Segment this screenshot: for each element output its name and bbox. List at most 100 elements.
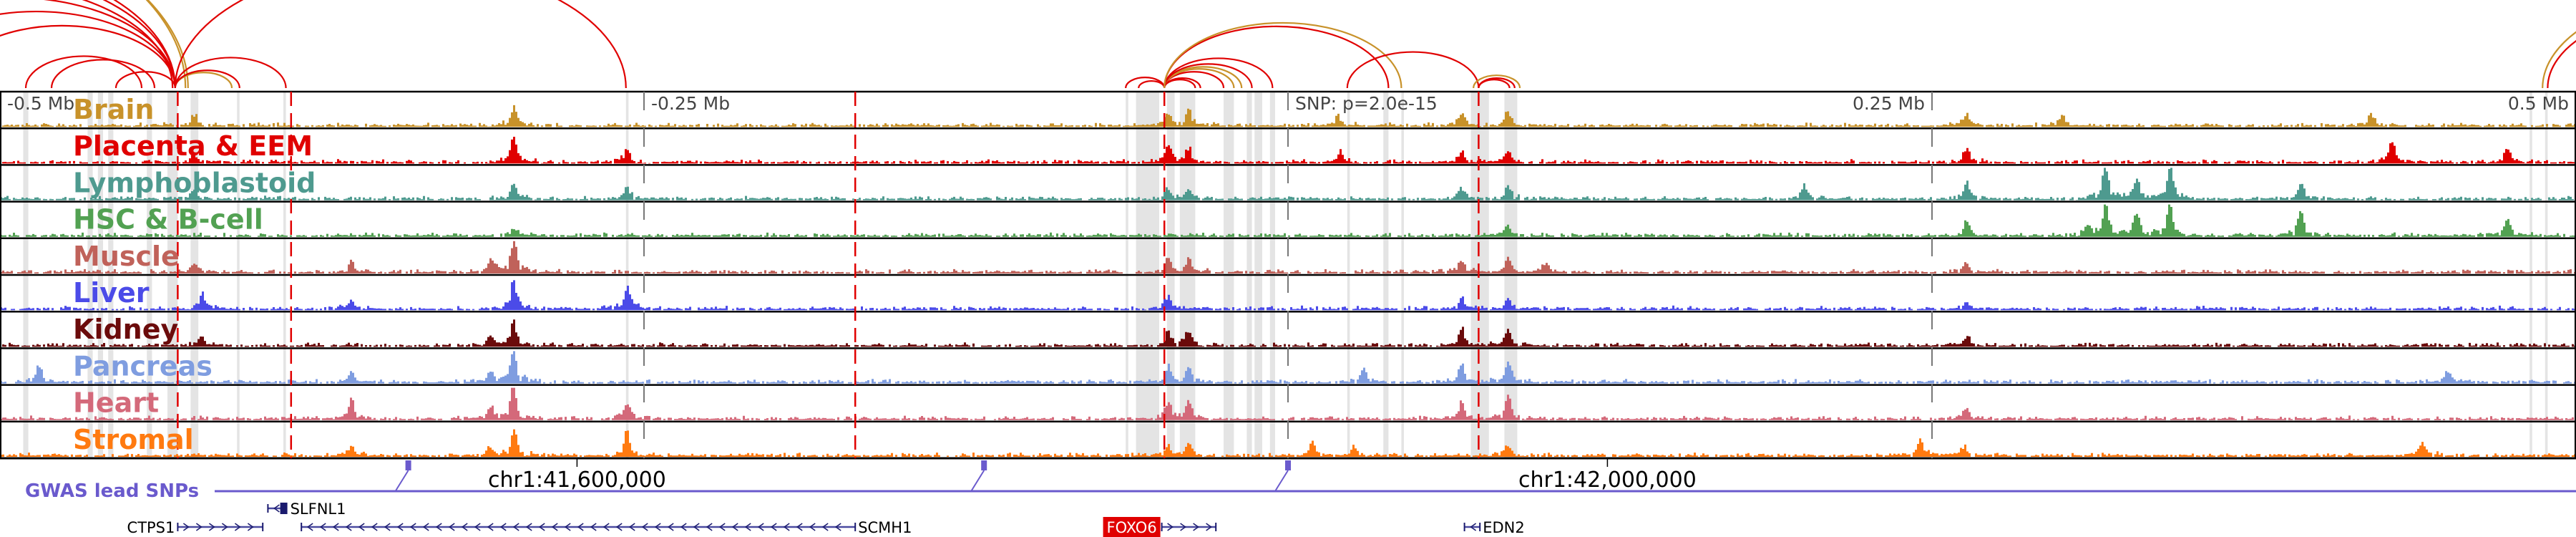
coordinate-axis: chr1:41,600,000 chr1:42,000,000 bbox=[488, 458, 1697, 493]
interaction-arc bbox=[24, 55, 143, 89]
signal-placenta-eem bbox=[2, 137, 2576, 164]
signal-muscle bbox=[0, 241, 2576, 274]
interaction-arc bbox=[50, 59, 156, 89]
strand-chevron-icon bbox=[234, 523, 241, 531]
scale-label: SNP: p=2.0e-15 bbox=[1295, 93, 1438, 114]
strand-chevron-icon bbox=[706, 523, 713, 531]
track-label: Liver bbox=[73, 277, 150, 309]
strand-chevron-icon bbox=[577, 523, 584, 531]
red-marker-lines bbox=[177, 92, 1480, 458]
track-label: Muscle bbox=[73, 241, 180, 272]
gene-label: FOXO6 bbox=[1106, 519, 1156, 536]
strand-chevron-icon bbox=[731, 523, 738, 531]
strand-chevron-icon bbox=[796, 523, 803, 531]
strand-chevron-icon bbox=[693, 523, 700, 531]
track-label: Pancreas bbox=[73, 350, 213, 382]
gwas-track-label: GWAS lead SNPs bbox=[25, 480, 199, 502]
coordinate-label: chr1:41,600,000 bbox=[488, 468, 666, 493]
signal-lymphoblastoid bbox=[0, 168, 2574, 200]
strand-chevron-icon bbox=[809, 523, 816, 531]
chromatin-interaction-arcs bbox=[0, 0, 2576, 89]
signal-stromal bbox=[0, 429, 2576, 457]
strand-chevron-icon bbox=[1180, 523, 1186, 531]
interaction-arc bbox=[174, 69, 240, 89]
signal-hsc-b-cell bbox=[0, 204, 2576, 237]
strand-chevron-icon bbox=[474, 523, 481, 531]
interaction-arc bbox=[0, 24, 176, 89]
strand-chevron-icon bbox=[538, 523, 545, 531]
gene-label: CTPS1 bbox=[127, 519, 175, 536]
scale-labels: -0.5 Mb -0.25 Mb SNP: p=2.0e-15 0.25 Mb 0.5 … bbox=[7, 93, 2569, 114]
interaction-arc bbox=[1163, 21, 1402, 89]
strand-chevron-icon bbox=[371, 523, 378, 531]
strand-chevron-icon bbox=[628, 523, 635, 531]
gene-foxo6: FOXO6 bbox=[1103, 517, 1217, 537]
gene-exon bbox=[280, 503, 288, 514]
track-label: Stromal bbox=[73, 424, 194, 455]
track-label: HSC & B-cell bbox=[73, 204, 263, 236]
interaction-arc bbox=[113, 0, 176, 89]
strand-chevron-icon bbox=[602, 523, 610, 531]
interaction-arc bbox=[1473, 74, 1521, 89]
strand-chevron-icon bbox=[448, 523, 455, 531]
strand-chevron-icon bbox=[306, 523, 313, 531]
track-label: Heart bbox=[73, 387, 159, 419]
track-label: Placenta & EEM bbox=[73, 130, 313, 162]
gwas-snp-connector bbox=[1274, 470, 1289, 492]
strand-chevron-icon bbox=[461, 523, 468, 531]
interaction-arc bbox=[114, 71, 176, 89]
strand-chevron-icon bbox=[396, 523, 404, 531]
interaction-arc bbox=[1163, 63, 1253, 89]
gwas-snp-connector bbox=[970, 470, 985, 492]
strand-chevron-icon bbox=[1206, 523, 1212, 531]
gene-ctps1: CTPS1 bbox=[127, 519, 264, 536]
scale-guides bbox=[643, 92, 1933, 458]
strand-chevron-icon bbox=[757, 523, 764, 531]
track-label: Brain bbox=[73, 94, 154, 125]
track-label: Kidney bbox=[73, 314, 178, 345]
signal-kidney bbox=[2, 319, 2576, 347]
strand-chevron-icon bbox=[512, 523, 519, 531]
strand-chevron-icon bbox=[409, 523, 416, 531]
gene-highlight-box bbox=[1103, 517, 1161, 537]
gwas-snp-marker bbox=[405, 460, 411, 470]
interaction-arc bbox=[145, 0, 187, 89]
strand-chevron-icon bbox=[208, 523, 215, 531]
interaction-arc bbox=[174, 72, 233, 89]
gwas-lead-snps-track: GWAS lead SNPs bbox=[25, 460, 2576, 502]
interaction-arc bbox=[102, 0, 176, 89]
interaction-arc bbox=[2547, 39, 2576, 89]
strand-chevron-icon bbox=[615, 523, 623, 531]
strand-chevron-icon bbox=[564, 523, 571, 531]
gene-scmh1: SCMH1 bbox=[301, 519, 912, 536]
strand-chevron-icon bbox=[641, 523, 648, 531]
strand-chevron-icon bbox=[499, 523, 507, 531]
strand-chevron-icon bbox=[195, 523, 203, 531]
gene-label: SCMH1 bbox=[858, 519, 912, 536]
interaction-arc bbox=[82, 0, 174, 89]
coordinate-label: chr1:42,000,000 bbox=[1518, 468, 1697, 493]
interaction-arc bbox=[1346, 51, 1480, 89]
strand-chevron-icon bbox=[590, 523, 597, 531]
strand-chevron-icon bbox=[247, 523, 254, 531]
strand-chevron-icon bbox=[1193, 523, 1199, 531]
gwas-snp-marker bbox=[981, 460, 987, 470]
strand-chevron-icon bbox=[487, 523, 494, 531]
signal-heart bbox=[0, 387, 2574, 420]
interaction-arc bbox=[1478, 79, 1511, 89]
scale-label: 0.5 Mb bbox=[2508, 93, 2569, 114]
strand-chevron-icon bbox=[221, 523, 228, 531]
interaction-arc bbox=[174, 57, 287, 89]
strand-chevron-icon bbox=[319, 523, 326, 531]
gene-edn2: EDN2 bbox=[1463, 519, 1525, 536]
scale-label: -0.25 Mb bbox=[651, 93, 730, 114]
interaction-arc bbox=[1163, 57, 1274, 89]
strand-chevron-icon bbox=[422, 523, 429, 531]
strand-chevron-icon bbox=[332, 523, 339, 531]
strand-chevron-icon bbox=[680, 523, 687, 531]
strand-chevron-icon bbox=[384, 523, 391, 531]
gene-label: EDN2 bbox=[1483, 519, 1525, 536]
scale-label: 0.25 Mb bbox=[1853, 93, 1925, 114]
track-labels: Brain Placenta & EEM Lymphoblastoid HSC & B… bbox=[73, 94, 316, 455]
